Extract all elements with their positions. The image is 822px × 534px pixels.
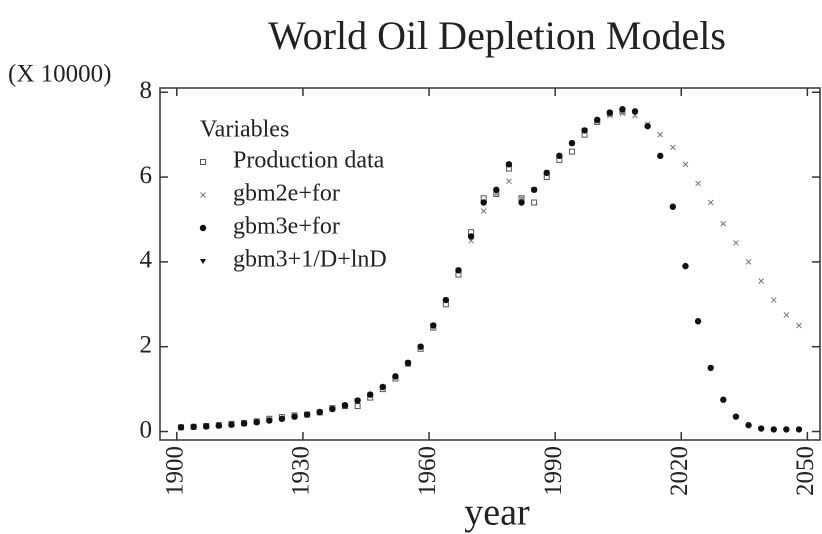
y-tick-label: 2 <box>140 331 153 358</box>
legend-marker <box>200 192 206 198</box>
point <box>757 425 765 432</box>
point <box>657 152 664 160</box>
x-tick-label: 1930 <box>288 446 315 496</box>
point <box>291 413 298 420</box>
point <box>669 203 677 210</box>
point <box>657 131 664 138</box>
point <box>543 169 550 177</box>
point <box>316 408 323 416</box>
point <box>707 199 714 206</box>
point <box>329 407 336 413</box>
point <box>405 360 412 366</box>
point <box>758 278 764 284</box>
point <box>745 421 752 429</box>
point <box>531 187 538 193</box>
chart-title: World Oil Depletion Models <box>268 13 726 58</box>
point <box>430 323 437 329</box>
point <box>670 144 676 151</box>
point <box>253 420 260 426</box>
y-unit: (X 10000) <box>8 61 111 88</box>
point <box>304 412 311 418</box>
point <box>795 426 803 433</box>
x-tick-label: 2020 <box>666 446 693 496</box>
point <box>266 417 273 424</box>
point <box>178 425 185 431</box>
point <box>203 424 210 430</box>
point <box>695 180 701 187</box>
point <box>506 178 512 185</box>
legend-title: Variables <box>200 117 289 143</box>
point <box>379 384 386 390</box>
plot-frame <box>159 87 821 441</box>
point <box>783 312 790 318</box>
legend-label: Production data <box>233 148 385 174</box>
point <box>631 108 639 115</box>
point <box>442 296 450 304</box>
x-tick-label: 1990 <box>540 446 567 496</box>
point <box>568 139 576 147</box>
point <box>770 297 777 303</box>
point <box>531 199 538 206</box>
legend-label: gbm2e+for <box>233 181 340 207</box>
point <box>568 148 575 155</box>
point <box>593 116 601 124</box>
legend-marker <box>199 224 207 232</box>
point <box>733 239 739 246</box>
point <box>354 398 361 404</box>
point <box>240 420 248 427</box>
point <box>581 128 588 134</box>
point <box>228 422 235 428</box>
point <box>619 106 626 113</box>
x-tick-label: 1960 <box>414 446 441 496</box>
x-tick-label: 2050 <box>792 446 819 496</box>
point <box>732 413 740 420</box>
point <box>467 233 475 240</box>
x-axis-label: year <box>464 492 530 534</box>
point <box>606 110 613 116</box>
point <box>505 162 512 168</box>
point <box>493 186 500 193</box>
point <box>720 220 727 227</box>
y-tick-label: 8 <box>140 77 153 104</box>
point <box>215 422 223 429</box>
point <box>354 403 361 410</box>
x-tick-label: 1900 <box>162 446 189 496</box>
legend-label: gbm3e+for <box>233 214 340 240</box>
point <box>720 396 727 403</box>
point <box>682 262 689 270</box>
point <box>682 161 689 168</box>
point <box>796 322 802 329</box>
point <box>783 426 790 433</box>
point <box>366 391 374 398</box>
point <box>518 199 525 206</box>
point <box>694 318 702 325</box>
y-tick-label: 4 <box>140 247 153 274</box>
point <box>707 364 714 372</box>
y-tick-label: 6 <box>140 162 153 189</box>
point <box>278 416 285 422</box>
legend-label: gbm3+1/D+lnD <box>233 247 387 273</box>
point <box>480 200 487 206</box>
point <box>341 402 349 409</box>
point <box>770 426 777 433</box>
point <box>745 259 752 265</box>
point <box>455 268 462 274</box>
point <box>190 423 197 431</box>
point <box>417 343 424 350</box>
point <box>644 122 651 130</box>
y-tick-label: 0 <box>140 416 153 443</box>
legend-marker <box>200 259 206 264</box>
point <box>556 153 563 159</box>
legend-marker <box>200 159 206 165</box>
point <box>392 373 399 380</box>
point <box>480 208 487 214</box>
